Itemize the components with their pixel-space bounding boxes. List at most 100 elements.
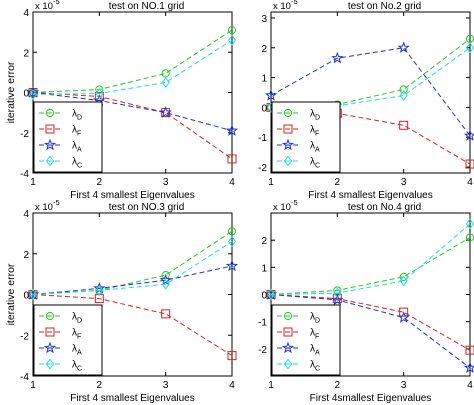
y-tick-label: 0 (261, 291, 267, 302)
legend-subscript: F (315, 131, 319, 138)
data-point-C (161, 77, 170, 88)
data-point-A (26, 288, 40, 300)
x-tick-label: 1 (268, 380, 274, 391)
legend-marker-D (283, 311, 293, 321)
chart-title: test on NO.1 grid (109, 1, 185, 12)
data-point-F (161, 309, 171, 319)
chart-title: test on No.2 grid (348, 1, 421, 12)
y-tick-label: 0 (23, 89, 29, 100)
y-tick-label: -1 (258, 318, 267, 329)
data-point-C (465, 42, 474, 54)
x-tick-label: 1 (268, 177, 274, 188)
legend-label-D: λD (310, 109, 320, 122)
scale-multiplier: x 10-5 (273, 198, 298, 213)
legend-marker-D (45, 311, 55, 321)
x-tick-label: 2 (335, 380, 341, 391)
legend-label-D: λD (72, 109, 82, 122)
data-point-F (227, 154, 237, 164)
x-axis-label: First 4 smallest Eigenvalues (308, 190, 433, 201)
legend-label-A: λA (72, 141, 82, 154)
series-line-D (32, 29, 233, 93)
legend-label-C: λC (310, 360, 320, 373)
x-tick-label: 4 (467, 380, 473, 391)
chart-panel-2: -2 -1 0 1 2 3 1 2 3 4 test on No.2 grid x 10-5 First… (258, 0, 474, 201)
legend-subscript: C (77, 366, 82, 373)
y-tick-label: -2 (20, 129, 29, 140)
legend: λD λF λA λC (33, 304, 103, 376)
data-point-A (397, 311, 410, 323)
legend-label-F: λF (310, 328, 319, 341)
scale-exponent: -5 (53, 198, 60, 207)
chart-panel-1: -4 -2 0 2 4 1 2 3 4 test on NO.1 grid x 10-5 First … (5, 0, 239, 201)
data-point-A (159, 106, 172, 118)
legend: λD λF λA λC (271, 101, 341, 173)
legend-subscript: C (315, 163, 320, 170)
x-axis-label: First 4 smallest Eigenvalues (70, 190, 195, 201)
y-tick-label: 0 (261, 103, 267, 114)
data-point-F (399, 120, 409, 130)
legend-marker-C (45, 358, 55, 370)
data-point-C (161, 278, 170, 290)
legend-marker-A (281, 138, 295, 151)
data-point-C (28, 289, 38, 300)
chart-title: test on NO.3 grid (109, 202, 185, 213)
data-point-D (161, 271, 170, 280)
x-tick-label: 2 (97, 177, 103, 188)
data-point-A (264, 89, 278, 101)
chart-panel-3: -4 -2 0 2 4 1 2 3 4 test on NO.3 grid x 10-5 First … (5, 198, 239, 404)
legend-subscript: A (77, 350, 82, 357)
legend-subscript: A (77, 147, 82, 154)
data-point-A (225, 124, 239, 136)
series-line-A (270, 294, 471, 369)
legend-subscript: C (77, 163, 82, 170)
y-tick-label: 2 (261, 44, 267, 55)
legend-subscript: F (315, 334, 319, 341)
data-point-D (161, 69, 170, 78)
data-point-C (465, 218, 474, 230)
y-tick-label: 4 (23, 209, 29, 220)
data-point-D (227, 26, 237, 35)
y-tick-label: 1 (261, 263, 267, 274)
legend-box (33, 304, 103, 376)
legend-subscript: F (77, 334, 81, 341)
legend-marker-C (283, 155, 293, 167)
y-tick-label: -1 (258, 133, 267, 144)
legend-label-D: λD (72, 312, 82, 325)
series-line-C (270, 223, 471, 295)
scale-multiplier: x 10-5 (35, 198, 60, 213)
legend-box (271, 101, 341, 173)
series-line-F (32, 294, 233, 357)
legend-marker-F (45, 327, 55, 337)
legend-label-A: λA (310, 344, 320, 357)
y-tick-label: -2 (20, 331, 29, 342)
x-tick-label: 1 (30, 380, 36, 391)
legend-subscript: D (77, 115, 82, 122)
series-line-C (32, 39, 233, 95)
x-axis-label: First 4 smallest Eigenvalues (70, 393, 195, 404)
data-point-C (266, 289, 276, 300)
data-point-F (227, 351, 237, 361)
legend-marker-C (283, 358, 293, 370)
x-tick-label: 3 (163, 380, 169, 391)
data-point-C (28, 89, 38, 100)
data-point-D (399, 272, 408, 281)
legend-marker-C (45, 155, 55, 167)
y-axis-label: iterative error (5, 61, 17, 123)
legend-marker-A (43, 341, 57, 354)
legend-label-F: λF (72, 328, 81, 341)
y-tick-label: 2 (23, 48, 29, 59)
y-tick-label: 3 (261, 14, 267, 25)
data-point-C (227, 236, 237, 247)
scale-multiplier: x 10-5 (273, 0, 298, 12)
data-point-A (397, 41, 410, 53)
legend-subscript: D (315, 115, 320, 122)
y-axis-label: iterative error (5, 263, 17, 325)
series-line-F (270, 294, 471, 351)
y-tick-label: -4 (20, 372, 29, 383)
legend-marker-D (45, 108, 55, 118)
scale-exponent: -5 (291, 0, 298, 6)
y-tick-label: 1 (261, 74, 267, 85)
legend-subscript: D (315, 318, 320, 325)
data-point-D (399, 85, 408, 94)
